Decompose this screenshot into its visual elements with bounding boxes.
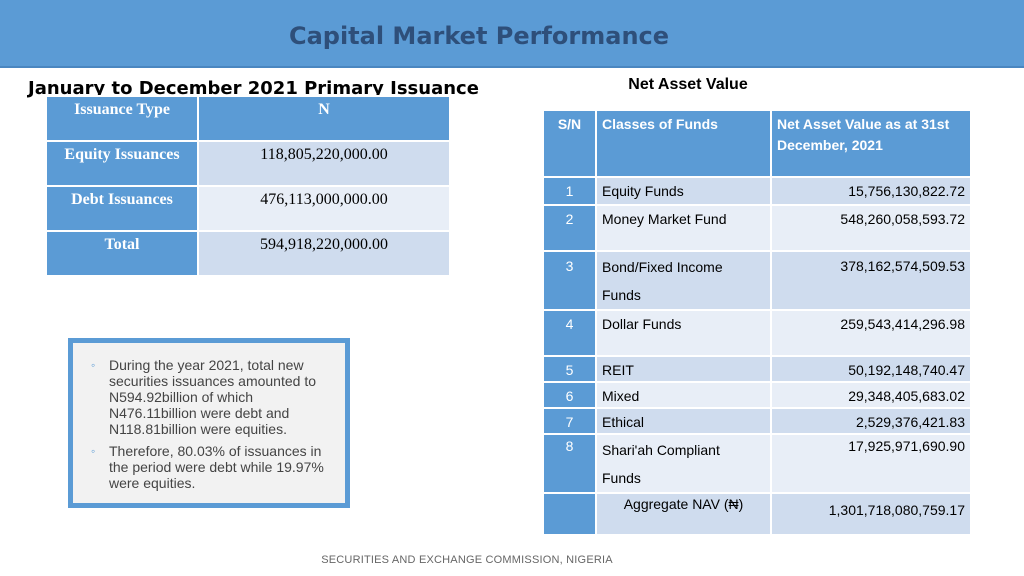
aggregate-label-cell: Aggregate NAV (₦) xyxy=(595,492,772,536)
circle-bullet-icon: ◦ xyxy=(91,444,96,458)
nav-value-cell: 259,543,414,296.98 xyxy=(770,309,972,357)
fund-class-cell: REIT xyxy=(595,355,772,383)
table-row: 2 Money Market Fund 548,260,058,593.72 xyxy=(542,204,972,252)
table-row: Total 594,918,220,000.00 xyxy=(45,230,451,277)
page-title: Capital Market Performance xyxy=(288,22,670,50)
net-asset-value-heading: Net Asset Value xyxy=(628,76,748,93)
table-row: Debt Issuances 476,113,000,000.00 xyxy=(45,185,451,232)
note-text: During the year 2021, total new securiti… xyxy=(109,357,316,437)
table-header-row: S/N Classes of Funds Net Asset Value as … xyxy=(542,109,972,178)
sn-cell: 2 xyxy=(542,204,597,252)
sn-cell: 4 xyxy=(542,309,597,357)
issuance-amount-cell: 594,918,220,000.00 xyxy=(197,230,451,277)
sn-cell: 5 xyxy=(542,355,597,383)
list-item: ◦ During the year 2021, total new securi… xyxy=(91,357,337,437)
aggregate-sn-cell xyxy=(542,492,597,536)
table-row: Equity Issuances 118,805,220,000.00 xyxy=(45,140,451,187)
nav-value-cell: 29,348,405,683.02 xyxy=(770,381,972,409)
summary-note-box: ◦ During the year 2021, total new securi… xyxy=(68,338,350,508)
fund-class-cell: Ethical xyxy=(595,407,772,435)
table-row: 8 Shari'ah Compliant Funds 17,925,971,69… xyxy=(542,433,972,494)
circle-bullet-icon: ◦ xyxy=(91,358,96,372)
title-banner: Capital Market Performance xyxy=(0,0,1024,68)
nav-value-cell: 15,756,130,822.72 xyxy=(770,176,972,206)
fund-class-cell: Shari'ah Compliant Funds xyxy=(595,433,772,494)
fund-class-cell: Mixed xyxy=(595,381,772,409)
aggregate-value-cell: 1,301,718,080,759.17 xyxy=(770,492,972,536)
header-classes-of-funds: Classes of Funds xyxy=(595,109,772,178)
table-row: 5 REIT 50,192,148,740.47 xyxy=(542,355,972,383)
table-row: 4 Dollar Funds 259,543,414,296.98 xyxy=(542,309,972,357)
issuance-amount-cell: 476,113,000,000.00 xyxy=(197,185,451,232)
primary-issuance-table: Issuance Type N Equity Issuances 118,805… xyxy=(45,95,451,277)
issuance-type-cell: Equity Issuances xyxy=(45,140,199,187)
nav-value-cell: 50,192,148,740.47 xyxy=(770,355,972,383)
note-text: Therefore, 80.03% of issuances in the pe… xyxy=(109,443,324,491)
fund-class-cell: Bond/Fixed Income Funds xyxy=(595,250,772,311)
table-header-row: Issuance Type N xyxy=(45,95,451,142)
fund-class-cell: Equity Funds xyxy=(595,176,772,206)
header-net-asset-value: Net Asset Value as at 31st December, 202… xyxy=(770,109,972,178)
list-item: ◦ Therefore, 80.03% of issuances in the … xyxy=(91,443,337,491)
sn-cell: 3 xyxy=(542,250,597,311)
issuance-amount-cell: 118,805,220,000.00 xyxy=(197,140,451,187)
nav-value-cell: 2,529,376,421.83 xyxy=(770,407,972,435)
summary-bullet-list: ◦ During the year 2021, total new securi… xyxy=(73,343,345,491)
sn-cell: 8 xyxy=(542,433,597,494)
footer-organization: SECURITIES AND EXCHANGE COMMISSION, NIGE… xyxy=(321,554,613,566)
issuance-type-cell: Total xyxy=(45,230,199,277)
fund-class-cell: Dollar Funds xyxy=(595,309,772,357)
table-row: 7 Ethical 2,529,376,421.83 xyxy=(542,407,972,435)
table-row: 1 Equity Funds 15,756,130,822.72 xyxy=(542,176,972,206)
header-sn: S/N xyxy=(542,109,597,178)
table-row: 3 Bond/Fixed Income Funds 378,162,574,50… xyxy=(542,250,972,311)
nav-value-cell: 17,925,971,690.90 xyxy=(770,433,972,494)
header-issuance-type: Issuance Type xyxy=(45,95,199,142)
aggregate-row: Aggregate NAV (₦) 1,301,718,080,759.17 xyxy=(542,492,972,536)
sn-cell: 7 xyxy=(542,407,597,435)
table-row: 6 Mixed 29,348,405,683.02 xyxy=(542,381,972,409)
nav-value-cell: 548,260,058,593.72 xyxy=(770,204,972,252)
sn-cell: 6 xyxy=(542,381,597,409)
header-naira: N xyxy=(197,95,451,142)
primary-issuance-heading: January to December 2021 Primary Issuanc… xyxy=(28,78,479,99)
nav-value-cell: 378,162,574,509.53 xyxy=(770,250,972,311)
net-asset-value-table: S/N Classes of Funds Net Asset Value as … xyxy=(542,109,972,536)
sn-cell: 1 xyxy=(542,176,597,206)
fund-class-cell: Money Market Fund xyxy=(595,204,772,252)
issuance-type-cell: Debt Issuances xyxy=(45,185,199,232)
